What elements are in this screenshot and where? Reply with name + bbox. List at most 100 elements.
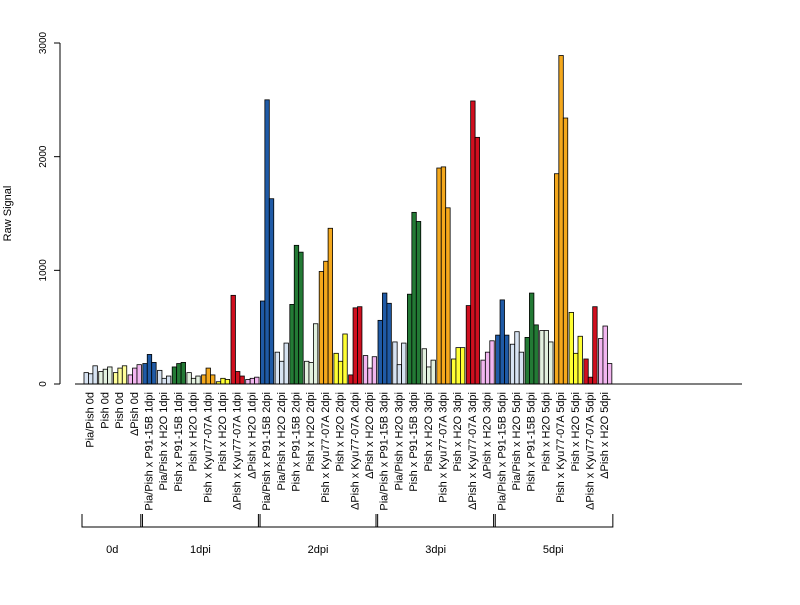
bar	[529, 292, 535, 385]
bar	[382, 292, 388, 385]
bar	[259, 300, 266, 385]
x-tick-label: Pia/Pish x H2O 3dpi	[393, 392, 405, 490]
y-tick-label: 1000	[38, 259, 49, 282]
bar	[107, 366, 113, 385]
bar	[406, 293, 413, 385]
bar	[367, 367, 373, 385]
bar	[377, 319, 383, 385]
x-tick-label: Pish x H2O 3dpi	[423, 392, 435, 471]
x-tick-label: Pish x P91-15B 2dpi	[290, 392, 302, 492]
x-tick-label: Pish x P91-15B 5dpi	[526, 392, 538, 492]
bar	[562, 117, 569, 385]
bar	[337, 360, 344, 385]
group-bracket	[493, 514, 614, 528]
bar	[254, 376, 260, 385]
bar	[289, 304, 295, 385]
bar	[113, 372, 119, 385]
bar	[592, 306, 598, 385]
bar	[220, 377, 226, 385]
bar	[293, 244, 300, 385]
bar	[151, 361, 157, 385]
bar	[142, 363, 148, 385]
bar	[157, 369, 163, 385]
x-tick-labels: Pia/Pish 0d Pish 0d Pish 0d ΔPish 0d Pia/Pis…	[85, 392, 611, 511]
bar	[323, 260, 329, 385]
bar	[264, 99, 270, 385]
x-tick-label: Pia/Pish x P91-15B 1dpi	[143, 392, 155, 511]
bar	[249, 377, 255, 385]
bar	[342, 333, 348, 385]
bar	[440, 166, 447, 385]
bar	[230, 294, 236, 385]
bar	[587, 376, 594, 385]
x-tick-label: ΔPish x H2O 1dpi	[246, 392, 258, 479]
bar	[445, 207, 451, 385]
bar	[186, 372, 192, 385]
x-tick-label: ΔPish x H2O 2dpi	[364, 392, 376, 479]
y-axis-label: Raw Signal	[2, 186, 14, 242]
group-bracket	[140, 514, 261, 528]
group-label: 3dpi	[425, 544, 446, 556]
bar	[514, 331, 520, 385]
bar	[304, 360, 310, 385]
bar	[573, 352, 579, 385]
bar	[318, 271, 325, 385]
bar	[484, 351, 491, 385]
x-tick-label: Pish x Kyu77-07A 5dpi	[555, 392, 567, 503]
x-tick-label: Pish x Kyu77-07A 2dpi	[320, 392, 332, 503]
x-tick-label: Pia/Pish x P91-15B 5dpi	[496, 392, 508, 511]
x-tick-label: Pia/Pish x H2O 2dpi	[276, 392, 288, 490]
x-tick-label: Pia/Pish x H2O 1dpi	[158, 392, 170, 490]
bar	[451, 358, 457, 385]
bar	[268, 198, 275, 385]
bar	[607, 363, 613, 385]
x-tick-label: ΔPish x Kyu77-07A 5dpi	[584, 392, 596, 510]
group-brackets: 0d 1dpi 2dpi 3dpi 5dpi	[81, 514, 614, 556]
x-tick-label: ΔPish x Kyu77-07A 1dpi	[232, 392, 244, 510]
bar	[602, 325, 608, 385]
bar	[88, 373, 94, 385]
bar	[195, 375, 201, 385]
bar	[171, 366, 178, 385]
bar	[598, 338, 604, 385]
bar	[201, 374, 207, 385]
x-tick-label: Pish x H2O 1dpi	[217, 392, 229, 471]
y-axis: 0 1000 2000 3000	[38, 31, 61, 387]
bar	[480, 359, 486, 385]
bar	[127, 374, 133, 385]
group-bracket	[81, 514, 143, 528]
bar	[308, 361, 314, 385]
x-tick-label: Pish x H2O 5dpi	[540, 392, 552, 471]
bars	[83, 55, 613, 385]
bar	[352, 307, 358, 385]
bar	[421, 348, 427, 385]
x-tick-label: ΔPish x H2O 5dpi	[599, 392, 611, 479]
bar	[554, 173, 560, 385]
bar	[504, 334, 510, 385]
bar	[117, 367, 123, 385]
group-label: 5dpi	[543, 544, 564, 556]
x-tick-label: Pish x H2O 5dpi	[570, 392, 582, 471]
bar	[465, 305, 472, 385]
group-label: 1dpi	[190, 544, 211, 556]
group-bracket	[257, 514, 379, 528]
x-tick-label: Pish x P91-15B 3dpi	[408, 392, 420, 492]
bar	[161, 377, 167, 385]
bar	[348, 374, 354, 385]
bar	[239, 375, 245, 385]
x-tick-label: ΔPish x Kyu77-07A 2dpi	[349, 392, 361, 510]
bar	[455, 347, 461, 385]
group-bracket	[375, 514, 496, 528]
x-tick-label: Pish x P91-15B 1dpi	[173, 392, 185, 492]
bar	[459, 347, 466, 385]
bar	[371, 356, 378, 385]
y-tick-label: 0	[38, 381, 49, 387]
bar	[279, 360, 285, 385]
bar	[583, 358, 589, 385]
bar	[499, 299, 505, 385]
bar	[121, 365, 128, 385]
x-tick-label: Pish x H2O 1dpi	[188, 392, 200, 471]
x-tick-label: Pish x H2O 2dpi	[305, 392, 317, 471]
bar	[415, 221, 422, 385]
x-tick-label: Pia/Pish x H2O 5dpi	[511, 392, 523, 490]
